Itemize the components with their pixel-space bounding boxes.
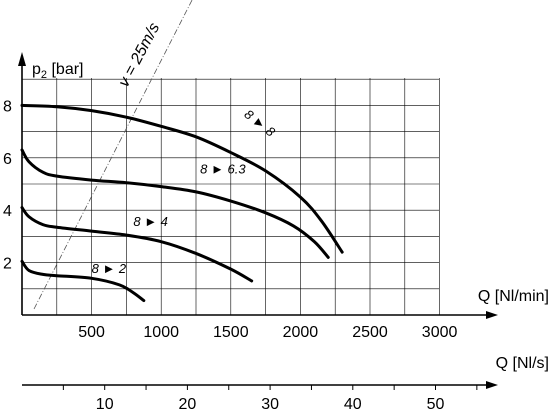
- x2-tick-label: 40: [344, 396, 362, 411]
- x-axis-label: Q [Nl/min]: [478, 288, 549, 305]
- x-tick-label: 1500: [213, 324, 249, 341]
- grid: [22, 78, 440, 315]
- y-tick-label: 6: [3, 151, 12, 168]
- series-label-4: 8 ► 2: [92, 261, 127, 276]
- y-tick-label: 2: [3, 256, 12, 273]
- series-label-3: 8 ► 4: [133, 214, 168, 229]
- x-tick-label: 500: [78, 324, 105, 341]
- x-tick-label: 1000: [143, 324, 179, 341]
- x2-axis-arrow: [486, 381, 498, 389]
- velocity-line: [33, 0, 193, 310]
- y-axis-arrow: [18, 52, 26, 66]
- series-line-3: [20, 206, 254, 283]
- x2-axis-label: Q [Nl/s]: [496, 355, 549, 372]
- series-curves: [20, 103, 344, 303]
- y-tick-label: 8: [3, 98, 12, 115]
- x2-tick-label: 30: [261, 396, 279, 411]
- chart-labels: 2 4 6 8 500 1000 1500 2000 2500 3000 10 20 30 40 50 p2 …: [3, 61, 549, 411]
- x-tick-label: 2500: [352, 324, 388, 341]
- x-axis-arrow: [486, 311, 498, 319]
- axes: [18, 52, 498, 390]
- x2-tick-label: 20: [179, 396, 197, 411]
- x-tick-label: 3000: [422, 324, 458, 341]
- x-tick-label: 2000: [283, 324, 319, 341]
- x2-tick-label: 50: [427, 396, 445, 411]
- y-axis-label: p2 [bar]: [32, 61, 84, 81]
- series-label-1: 8 ► 8: [241, 106, 278, 140]
- series-label-2: 8 ► 6.3: [200, 162, 246, 177]
- series-line-1: [20, 103, 344, 254]
- series-line-4: [20, 259, 146, 303]
- series-line-2: [20, 148, 330, 259]
- y-tick-label: 4: [3, 203, 12, 220]
- x2-tick-label: 10: [96, 396, 114, 411]
